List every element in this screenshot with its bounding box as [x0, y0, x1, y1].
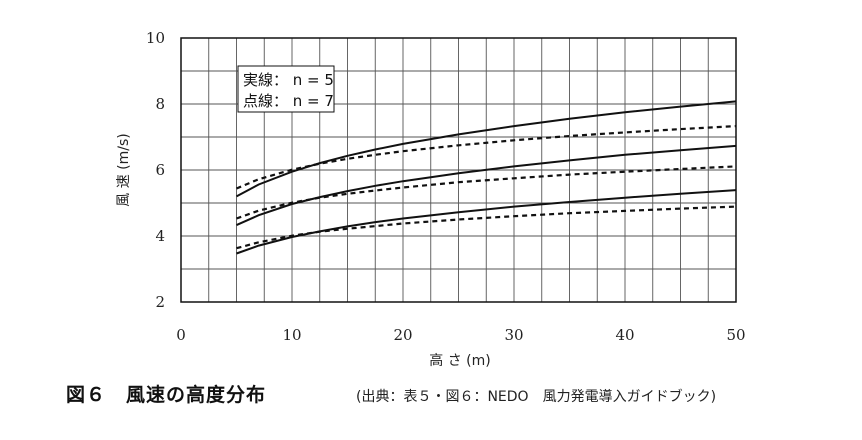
plot-frame [180, 37, 737, 303]
figure-caption: 図６ 風速の高度分布 [66, 384, 267, 406]
series-line-dashed-2 [236, 165, 737, 220]
y-tick-labels: 2 4 6 8 10 [146, 29, 165, 311]
legend-box [237, 65, 335, 113]
series-line-dashed-1 [236, 125, 737, 190]
legend: 実線： n = 5 点線： n = 7 [237, 65, 335, 113]
y-tick-label: 10 [146, 29, 165, 47]
legend-entry-solid: 実線： n = 5 [243, 71, 334, 89]
series-line-solid-3 [236, 189, 737, 255]
x-tick-label: 30 [504, 326, 523, 344]
legend-entry-dashed: 点線： n = 7 [243, 92, 334, 110]
figure-source: (出典：表５・図６：NEDO 風力発電導入ガイドブック) [356, 389, 717, 405]
x-tick-label: 0 [176, 326, 186, 344]
y-tick-label: 4 [155, 227, 165, 245]
series-line-solid-2 [236, 144, 737, 227]
y-axis-label: 風 速 (m/s) [116, 133, 132, 206]
x-tick-label: 20 [393, 326, 412, 344]
x-axis-label: 高 さ (m) [429, 352, 490, 369]
x-tick-labels: 0 10 20 30 40 50 [176, 326, 745, 344]
series-line-dashed-3 [236, 205, 737, 250]
x-tick-label: 10 [282, 326, 301, 344]
y-tick-label: 6 [155, 161, 165, 179]
x-tick-label: 40 [615, 326, 634, 344]
series-line-solid-1 [236, 100, 737, 198]
grid [181, 38, 736, 302]
y-tick-label: 2 [155, 293, 165, 311]
series-layer [236, 100, 737, 255]
x-tick-label: 50 [726, 326, 745, 344]
y-tick-label: 8 [155, 95, 165, 113]
